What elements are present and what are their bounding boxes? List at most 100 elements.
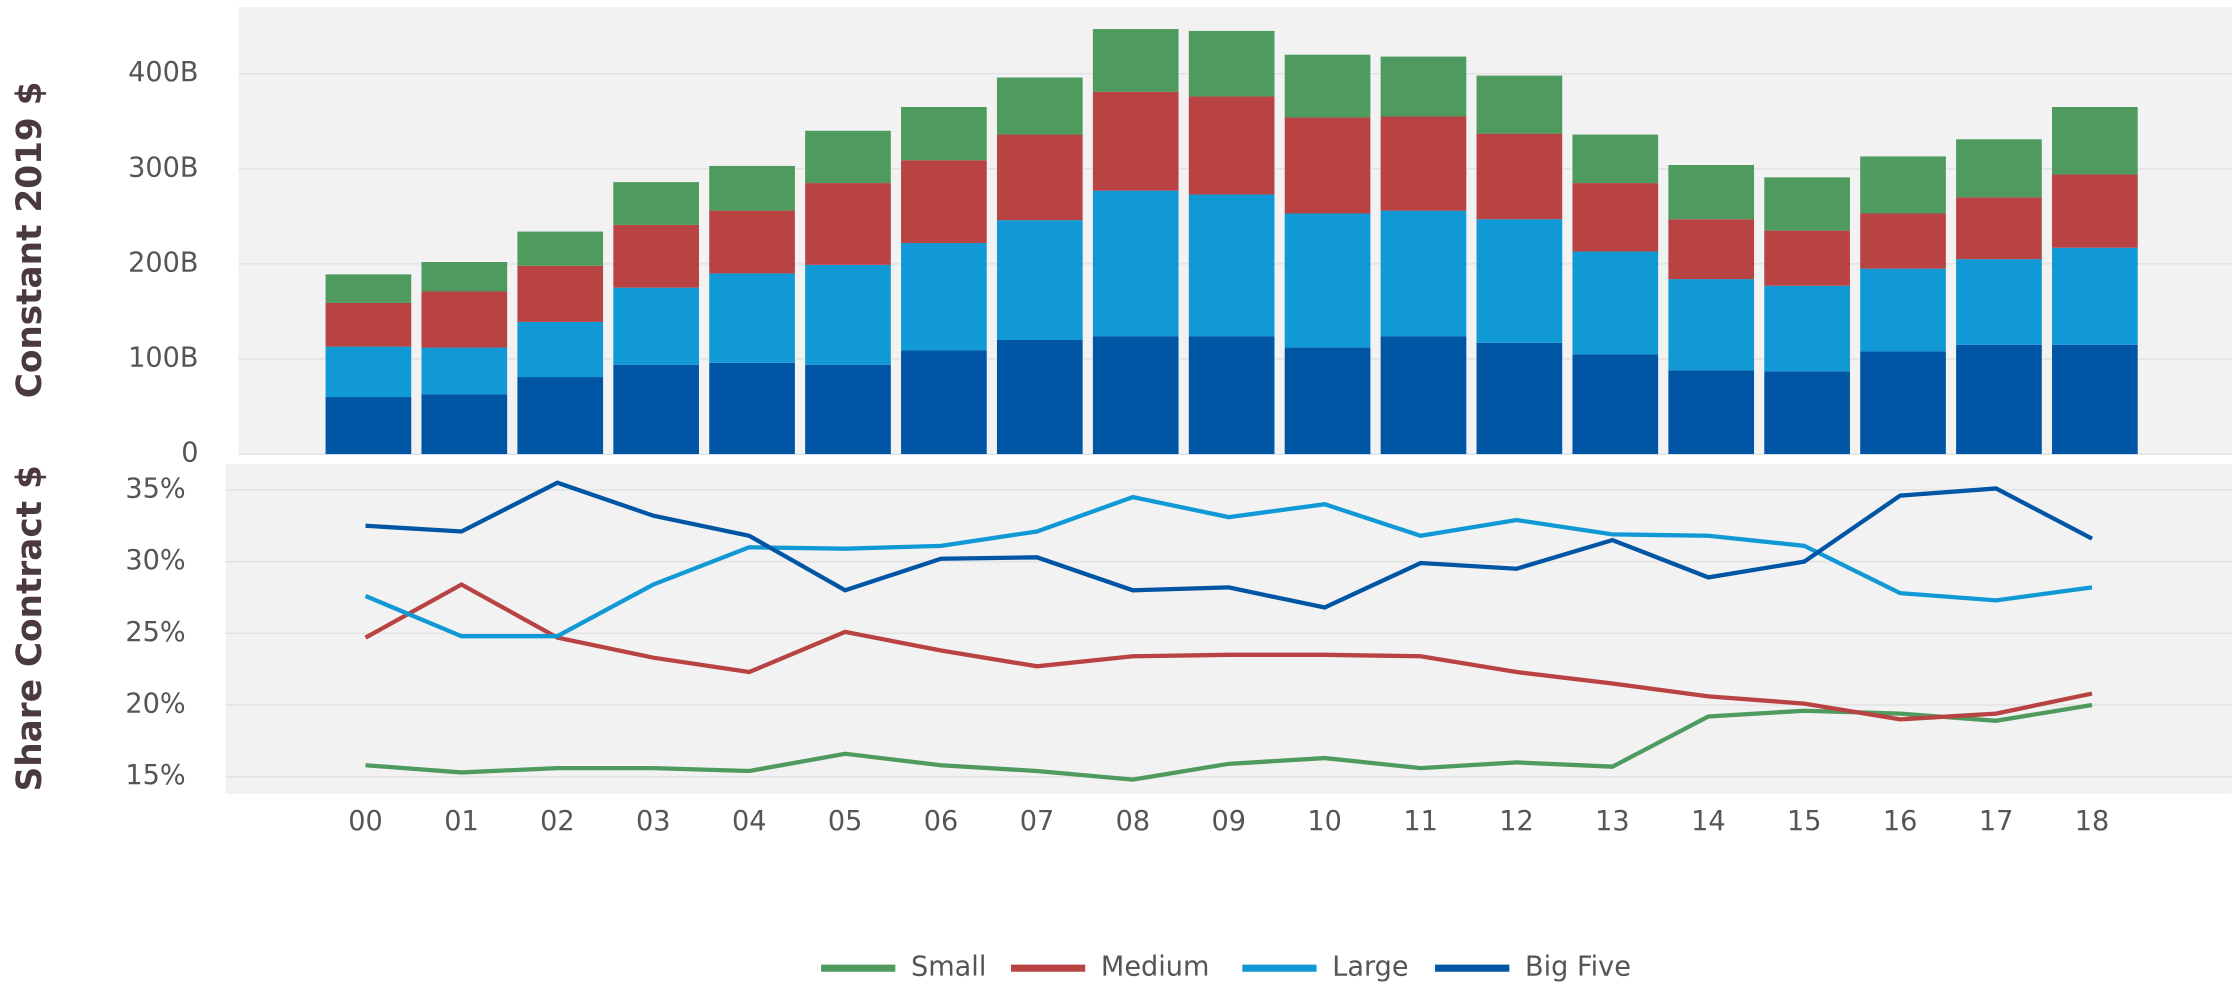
bar-segment: [1764, 177, 1850, 231]
bar-segment: [325, 397, 412, 455]
line-series: [365, 480, 2094, 610]
bar-segment: [709, 210, 795, 274]
bar-segment: [1188, 194, 1275, 337]
bar-segment: [1668, 370, 1755, 455]
y-tick-label: 15%: [125, 760, 185, 791]
bar-segment: [517, 231, 604, 266]
bar-segment: [2052, 344, 2138, 455]
bar-segment: [421, 291, 508, 348]
bar-segment: [901, 242, 987, 351]
bar-segment: [517, 265, 604, 322]
bar-segment: [901, 160, 987, 243]
x-tick-label: 08: [1116, 806, 1151, 837]
x-tick-label: 03: [636, 806, 671, 837]
bar-segment: [709, 165, 795, 211]
bar-segment: [996, 77, 1083, 135]
bar-segment: [613, 364, 699, 455]
x-tick-label: 17: [1979, 806, 2014, 837]
bar-segment: [325, 346, 412, 398]
x-tick-label: 12: [1499, 806, 1534, 837]
bar-segment: [1284, 117, 1371, 214]
bar-segment: [1956, 197, 2042, 260]
bar-segment: [1476, 342, 1563, 455]
y-tick-label: 30%: [125, 545, 185, 576]
bar-segment: [1572, 354, 1659, 455]
line-series: [364, 494, 2093, 639]
bar-segment: [1860, 351, 1946, 455]
bar-segment: [1284, 54, 1371, 118]
legend-label: Big Five: [1525, 952, 1631, 983]
bar-segment: [1668, 279, 1755, 371]
y-tick-label: 300B: [128, 152, 198, 183]
bar-segment: [1380, 210, 1467, 337]
bar-segment: [1188, 30, 1275, 97]
x-tick-label: 07: [1020, 806, 1055, 837]
bar-segment: [1572, 251, 1659, 355]
bar-segment: [1476, 219, 1563, 343]
y-axis-title: Constant 2019 $: [10, 81, 50, 398]
bar-segment: [517, 321, 604, 378]
line-series: [365, 702, 2093, 782]
y-tick-label: 25%: [125, 617, 185, 648]
bar-segment: [1476, 133, 1563, 220]
bar-segment: [325, 274, 412, 303]
x-tick-label: 10: [1307, 806, 1342, 837]
bar-segment: [996, 220, 1083, 340]
bar-segment: [2052, 106, 2138, 175]
x-tick-label: 09: [1212, 806, 1247, 837]
bar-segment: [709, 273, 795, 363]
plot-area-bottom: [225, 464, 2232, 794]
bar-segment: [1764, 230, 1850, 286]
x-tick-label: 06: [924, 806, 959, 837]
x-tick-label: 01: [444, 806, 479, 837]
bar-segment: [1188, 96, 1275, 195]
bar-segment: [613, 224, 699, 288]
bar-segment: [421, 261, 508, 292]
bar-segment: [1668, 165, 1755, 220]
bar-segment: [1956, 259, 2042, 345]
bar-segment: [421, 347, 508, 395]
bar-segment: [1476, 75, 1563, 134]
y-axis-title: Share Contract $: [10, 465, 50, 791]
bar-segment: [1188, 336, 1275, 455]
bar-segment: [996, 339, 1083, 455]
bar-segment: [1860, 156, 1946, 214]
bar-segment: [1572, 134, 1659, 184]
x-tick-label: 04: [732, 806, 767, 837]
line-series: [364, 582, 2093, 722]
bar-segment: [325, 302, 412, 347]
x-tick-label: 02: [540, 806, 575, 837]
bar-segment: [805, 130, 891, 184]
bar-segment: [1668, 219, 1755, 280]
y-tick-label: 400B: [128, 57, 198, 88]
bar-segment: [709, 362, 795, 455]
x-tick-label: 05: [828, 806, 863, 837]
bar-segment: [1572, 183, 1659, 252]
bar-segment: [1092, 336, 1179, 455]
bar-segment: [613, 182, 699, 225]
bar-segment: [901, 106, 987, 161]
y-tick-label: 20%: [125, 689, 185, 720]
bar-segment: [1956, 139, 2042, 198]
bar-segment: [613, 287, 699, 365]
bar-segment: [517, 377, 604, 455]
bar-segment: [1764, 371, 1850, 455]
bar-segment: [805, 364, 891, 455]
x-tick-label: 14: [1691, 806, 1726, 837]
bar-segment: [421, 394, 508, 455]
bar-segment: [2052, 247, 2138, 345]
x-tick-label: 00: [348, 806, 383, 837]
bar-segment: [1860, 268, 1946, 352]
bar-segment: [901, 350, 987, 455]
bar-segment: [2052, 174, 2138, 248]
bar-segment: [1860, 213, 1946, 269]
y-tick-label: 100B: [128, 342, 198, 373]
x-tick-label: 11: [1403, 806, 1438, 837]
legend-label: Medium: [1101, 952, 1209, 983]
x-tick-label: 16: [1883, 806, 1918, 837]
bar-segment: [805, 264, 891, 365]
bar-segment: [1092, 29, 1179, 92]
bar-segment: [1380, 336, 1467, 455]
bar-segment: [1092, 190, 1179, 337]
